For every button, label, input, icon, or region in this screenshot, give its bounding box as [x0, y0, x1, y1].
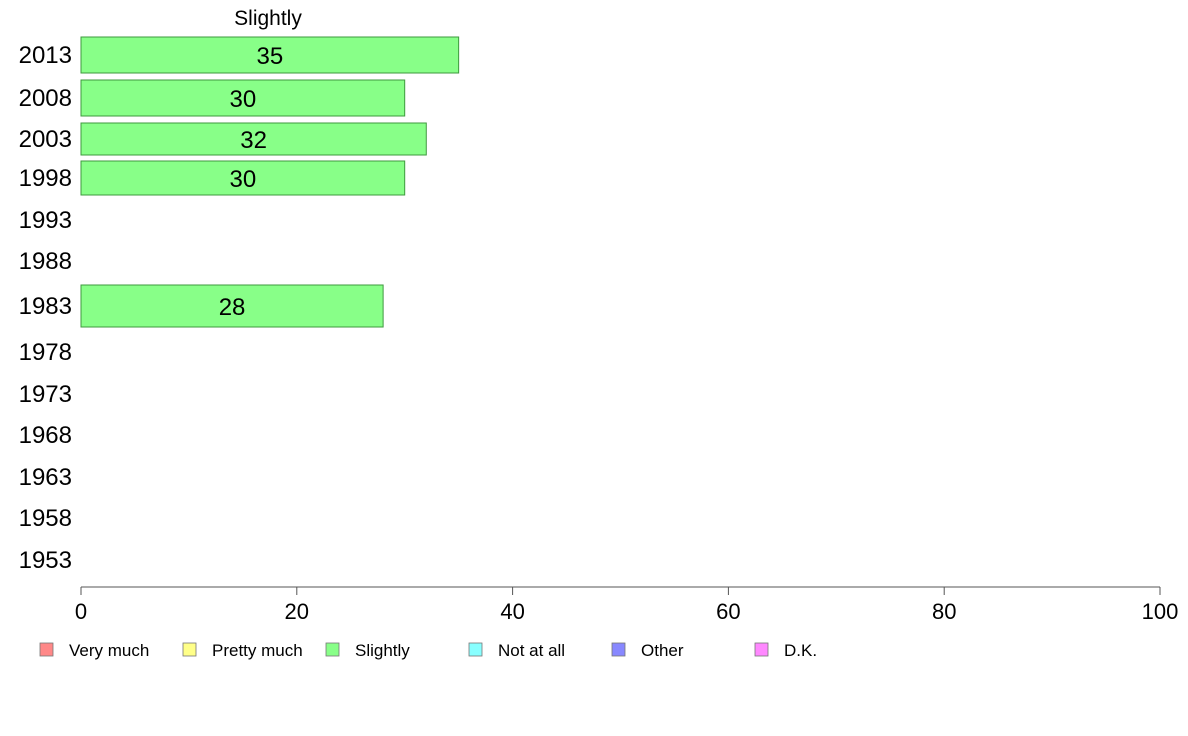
bar-1998: [80, 160, 406, 196]
bar-value-label: 35: [256, 43, 283, 70]
chart-title: Slightly: [234, 7, 302, 30]
x-tick-label: 60: [716, 599, 740, 624]
legend-label: Not at all: [498, 641, 565, 660]
bar-2003: [80, 122, 427, 156]
legend-swatch: [39, 642, 54, 657]
year-label: 2003: [19, 126, 72, 153]
x-tick-label: 0: [75, 599, 87, 624]
bar-2013: [80, 36, 460, 74]
legend-label: Slightly: [355, 641, 410, 660]
year-label: 1968: [19, 422, 72, 449]
legend-label: Pretty much: [212, 641, 303, 660]
x-tick-label: 100: [1142, 599, 1179, 624]
x-axis: 0 20 40 60 80 100: [75, 586, 1179, 624]
bar-1983: [80, 284, 384, 328]
legend-swatch: [325, 642, 340, 657]
year-label: 2013: [19, 42, 72, 69]
year-label: 1998: [19, 165, 72, 192]
legend-swatch: [468, 642, 483, 657]
year-labels: 2013 2008 2003 1998 1993 1988 1983 1978 1973 1968…: [19, 42, 72, 574]
year-label: 1953: [19, 547, 72, 574]
bar-value-label: 28: [219, 294, 246, 321]
legend-swatch: [182, 642, 197, 657]
year-label: 1988: [19, 248, 72, 275]
legend-label: Very much: [69, 641, 149, 660]
bar-2008: [80, 79, 406, 117]
year-label: 2008: [19, 85, 72, 112]
x-tick-label: 40: [500, 599, 524, 624]
legend-label: D.K.: [784, 641, 817, 660]
bar-value-label: 30: [229, 166, 256, 193]
legend-swatch: [611, 642, 626, 657]
x-tick-label: 80: [932, 599, 956, 624]
year-label: 1963: [19, 464, 72, 491]
bar-value-label: 32: [240, 127, 267, 154]
year-label: 1983: [19, 293, 72, 320]
legend-swatch: [754, 642, 769, 657]
legend: Very much Pretty much Slightly Not at all Ot…: [39, 641, 817, 660]
bar-value-label: 30: [229, 86, 256, 113]
year-label: 1978: [19, 339, 72, 366]
legend-label: Other: [641, 641, 684, 660]
year-label: 1958: [19, 505, 72, 532]
year-label: 1973: [19, 381, 72, 408]
year-label: 1993: [19, 207, 72, 234]
x-tick-label: 20: [285, 599, 309, 624]
